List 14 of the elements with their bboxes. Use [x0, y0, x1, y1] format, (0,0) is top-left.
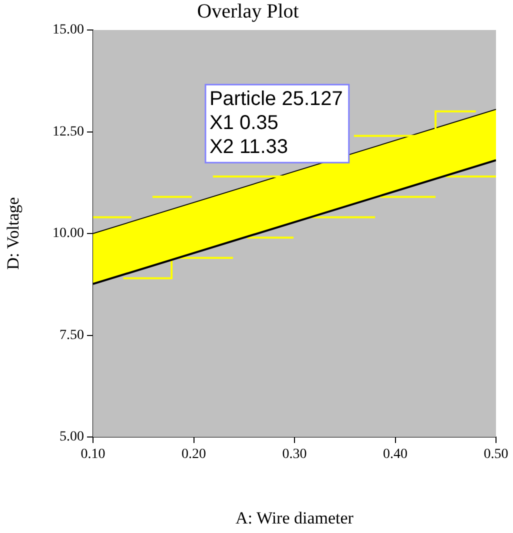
x-tick-label: 0.50 — [484, 447, 508, 462]
y-tick-label: 10.00 — [52, 226, 84, 242]
annotation: Particle 25.127 X1 0.35 X2 11.33 — [209, 88, 343, 158]
x-axis-title: A: Wire diameter — [236, 508, 354, 528]
chart-title: Overlay Plot — [197, 0, 300, 22]
x-tick-label: 0.10 — [80, 447, 106, 462]
y-axis-title: D: Voltage — [4, 197, 23, 270]
y-tick-label: 15.00 — [52, 22, 84, 38]
x-tick-label: 0.40 — [383, 447, 408, 462]
y-tick-label: 12.50 — [52, 124, 84, 140]
x-tick-label: 0.30 — [282, 447, 307, 462]
x-tick-label: 0.20 — [182, 447, 206, 462]
y-tick-label: 5.00 — [60, 430, 84, 445]
y-tick-label: 7.50 — [60, 328, 84, 343]
